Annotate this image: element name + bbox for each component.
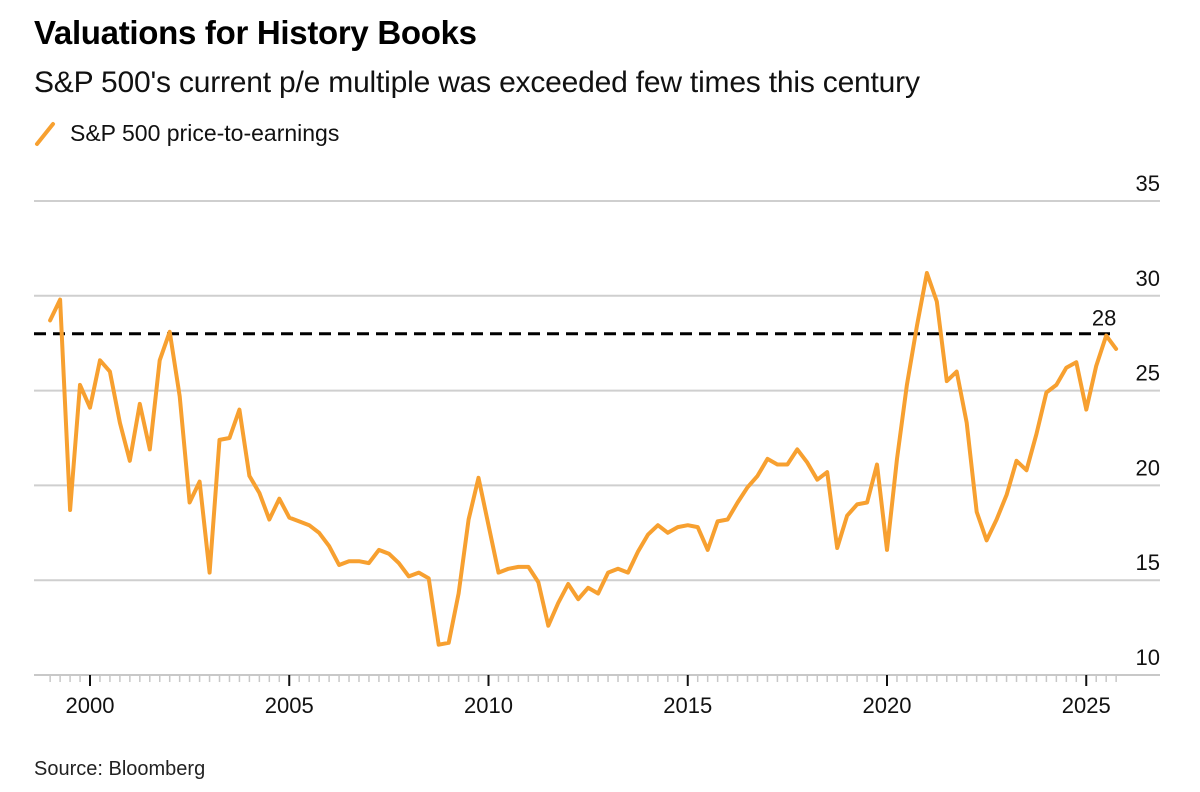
x-tick-label: 2005 [265, 693, 314, 718]
x-tick-label: 2025 [1062, 693, 1111, 718]
x-tick-label: 2010 [464, 693, 513, 718]
source-note: Source: Bloomberg [34, 758, 206, 780]
x-tick-label: 2020 [863, 693, 912, 718]
legend: S&P 500 price-to-earnings [34, 118, 339, 148]
y-tick-label: 35 [1136, 171, 1160, 196]
y-axis-labels: 10 15 20 25 30 35 [1136, 171, 1160, 670]
series-line [48, 271, 1119, 647]
reference-line-group: 28 [34, 306, 1116, 336]
line-swatch-icon [35, 122, 55, 146]
y-tick-label: 20 [1136, 455, 1160, 480]
chart-title: Valuations for History Books [34, 14, 477, 51]
y-tick-label: 15 [1136, 550, 1160, 575]
y-tick-label: 10 [1136, 645, 1160, 670]
legend-label: S&P 500 price-to-earnings [70, 119, 340, 146]
x-tick-label: 2015 [663, 693, 712, 718]
x-tick-label: 2000 [66, 693, 115, 718]
chart-subtitle: S&P 500's current p/e multiple was excee… [34, 66, 920, 99]
series-group [48, 271, 1119, 647]
x-axis: 2000 2005 2010 2015 2020 2025 [34, 674, 1160, 718]
reference-line-label: 28 [1092, 306, 1116, 331]
y-tick-label: 25 [1136, 361, 1160, 386]
y-tick-label: 30 [1136, 266, 1160, 291]
